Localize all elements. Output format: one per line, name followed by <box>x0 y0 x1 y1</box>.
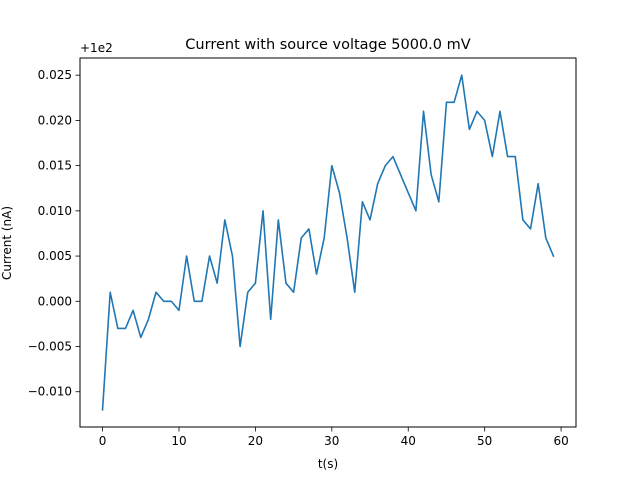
x-tick-label: 30 <box>324 434 339 448</box>
y-tick-label: −0.010 <box>28 385 72 399</box>
x-tick-label: 10 <box>171 434 186 448</box>
y-axis-ticks: −0.010 −0.005 0.000 0.005 0.010 0.015 0.020 0.0… <box>28 68 80 399</box>
x-axis-label: t(s) <box>318 457 338 471</box>
x-tick-label: 0 <box>99 434 107 448</box>
x-tick-label: 60 <box>553 434 568 448</box>
x-axis-ticks: 0 10 20 30 40 50 60 <box>99 427 569 448</box>
y-tick-label: 0.015 <box>38 159 72 173</box>
chart-title: Current with source voltage 5000.0 mV <box>185 37 470 53</box>
y-tick-label: 0.005 <box>38 249 72 263</box>
x-tick-label: 50 <box>477 434 492 448</box>
y-tick-label: 0.020 <box>38 113 72 127</box>
x-tick-label: 20 <box>248 434 263 448</box>
y-tick-label: 0.025 <box>38 68 72 82</box>
y-tick-label: −0.005 <box>28 340 72 354</box>
plot-frame <box>79 57 577 428</box>
y-axis-label: Current (nA) <box>0 206 14 280</box>
x-tick-label: 40 <box>401 434 416 448</box>
series-line <box>101 74 555 411</box>
y-offset-label: +1e2 <box>80 41 113 55</box>
y-tick-label: 0.000 <box>38 294 72 308</box>
y-tick-label: 0.010 <box>38 204 72 218</box>
